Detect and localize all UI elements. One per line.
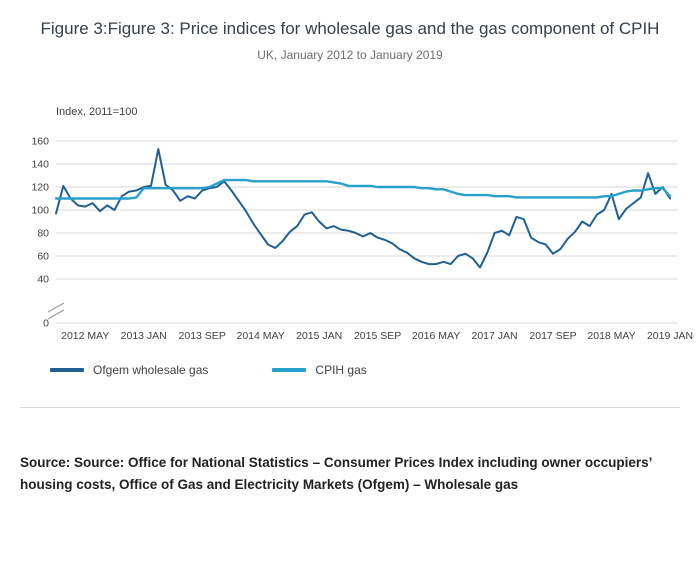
svg-text:80: 80 [37, 227, 49, 239]
svg-text:100: 100 [31, 204, 49, 216]
svg-text:2013 SEP: 2013 SEP [179, 330, 226, 342]
chart-header: Figure 3:Figure 3: Price indices for who… [20, 18, 680, 62]
chart-area: Index, 2011=100 0 40 60 80 100 120 140 160 2012 … [20, 105, 693, 345]
svg-text:2019 JAN: 2019 JAN [647, 330, 693, 342]
price-indices-line-chart: 0 40 60 80 100 120 140 160 2012 MAY 2013 JAN 2013 … [31, 135, 693, 342]
chart-subtitle: UK, January 2012 to January 2019 [257, 47, 443, 62]
legend-label-ofgem: Ofgem wholesale gas [93, 362, 209, 377]
svg-text:120: 120 [31, 181, 49, 193]
cpih-line-swatch [272, 367, 307, 372]
legend-item-ofgem-wholesale-gas[interactable]: Ofgem wholesale gas [50, 363, 208, 377]
svg-text:2014 MAY: 2014 MAY [237, 330, 285, 342]
svg-text:0: 0 [43, 317, 49, 329]
svg-text:60: 60 [37, 250, 49, 262]
svg-text:2015 JAN: 2015 JAN [296, 330, 342, 342]
svg-text:2015 SEP: 2015 SEP [354, 330, 401, 342]
source-text: Source: Source: Office for National Stat… [20, 454, 652, 493]
svg-text:40: 40 [37, 273, 49, 285]
legend: Ofgem wholesale gas CPIH gas [50, 363, 680, 377]
svg-text:2013 JAN: 2013 JAN [121, 330, 167, 342]
svg-text:140: 140 [31, 158, 49, 170]
svg-text:2018 MAY: 2018 MAY [587, 330, 635, 342]
ofgem-line-swatch [50, 367, 84, 372]
chart-title: Figure 3:Figure 3: Price indices for who… [40, 19, 660, 38]
legend-item-cpih-gas[interactable]: CPIH gas [272, 362, 367, 377]
svg-text:160: 160 [31, 135, 49, 147]
svg-text:2012 MAY: 2012 MAY [61, 330, 109, 342]
divider [20, 406, 680, 408]
legend-label-cpih: CPIH gas [315, 362, 367, 377]
svg-text:2017 SEP: 2017 SEP [529, 330, 576, 342]
y-axis-title: Index, 2011=100 [56, 105, 138, 118]
svg-text:2016 MAY: 2016 MAY [412, 330, 460, 342]
svg-text:2017 JAN: 2017 JAN [472, 330, 518, 342]
